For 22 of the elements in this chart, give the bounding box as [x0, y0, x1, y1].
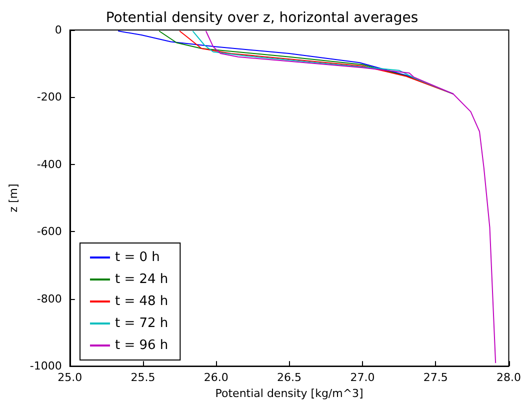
- y-tick-label: -600: [36, 225, 62, 238]
- y-tick-label: -1000: [30, 360, 62, 373]
- x-tick-label: 28.0: [496, 371, 522, 384]
- y-tick-label: -400: [36, 158, 62, 171]
- x-axis-title: Potential density [kg/m^3]: [215, 387, 364, 400]
- x-tick-label: 27.0: [350, 371, 375, 384]
- x-tick-label: 25.0: [58, 371, 82, 384]
- legend-label: t = 48 h: [115, 294, 168, 309]
- legend-label: t = 72 h: [115, 316, 168, 331]
- x-tick-label: 26.0: [204, 371, 228, 384]
- line-series: [205, 30, 496, 364]
- y-tick-label: 0: [54, 24, 62, 36]
- legend-label: t = 96 h: [115, 338, 168, 353]
- x-tick-label: 26.5: [277, 371, 302, 384]
- y-tick-label: -800: [36, 292, 62, 306]
- legend-label: t = 24 h: [115, 272, 168, 287]
- x-tick-label: 27.5: [423, 371, 448, 384]
- y-tick-label: -200: [36, 90, 62, 104]
- x-tick-label: 25.5: [130, 371, 156, 384]
- legend-label: t = 0 h: [115, 250, 160, 265]
- chart-title: Potential density over z, horizontal averages: [106, 10, 418, 26]
- y-axis-title: z [m]: [7, 184, 20, 212]
